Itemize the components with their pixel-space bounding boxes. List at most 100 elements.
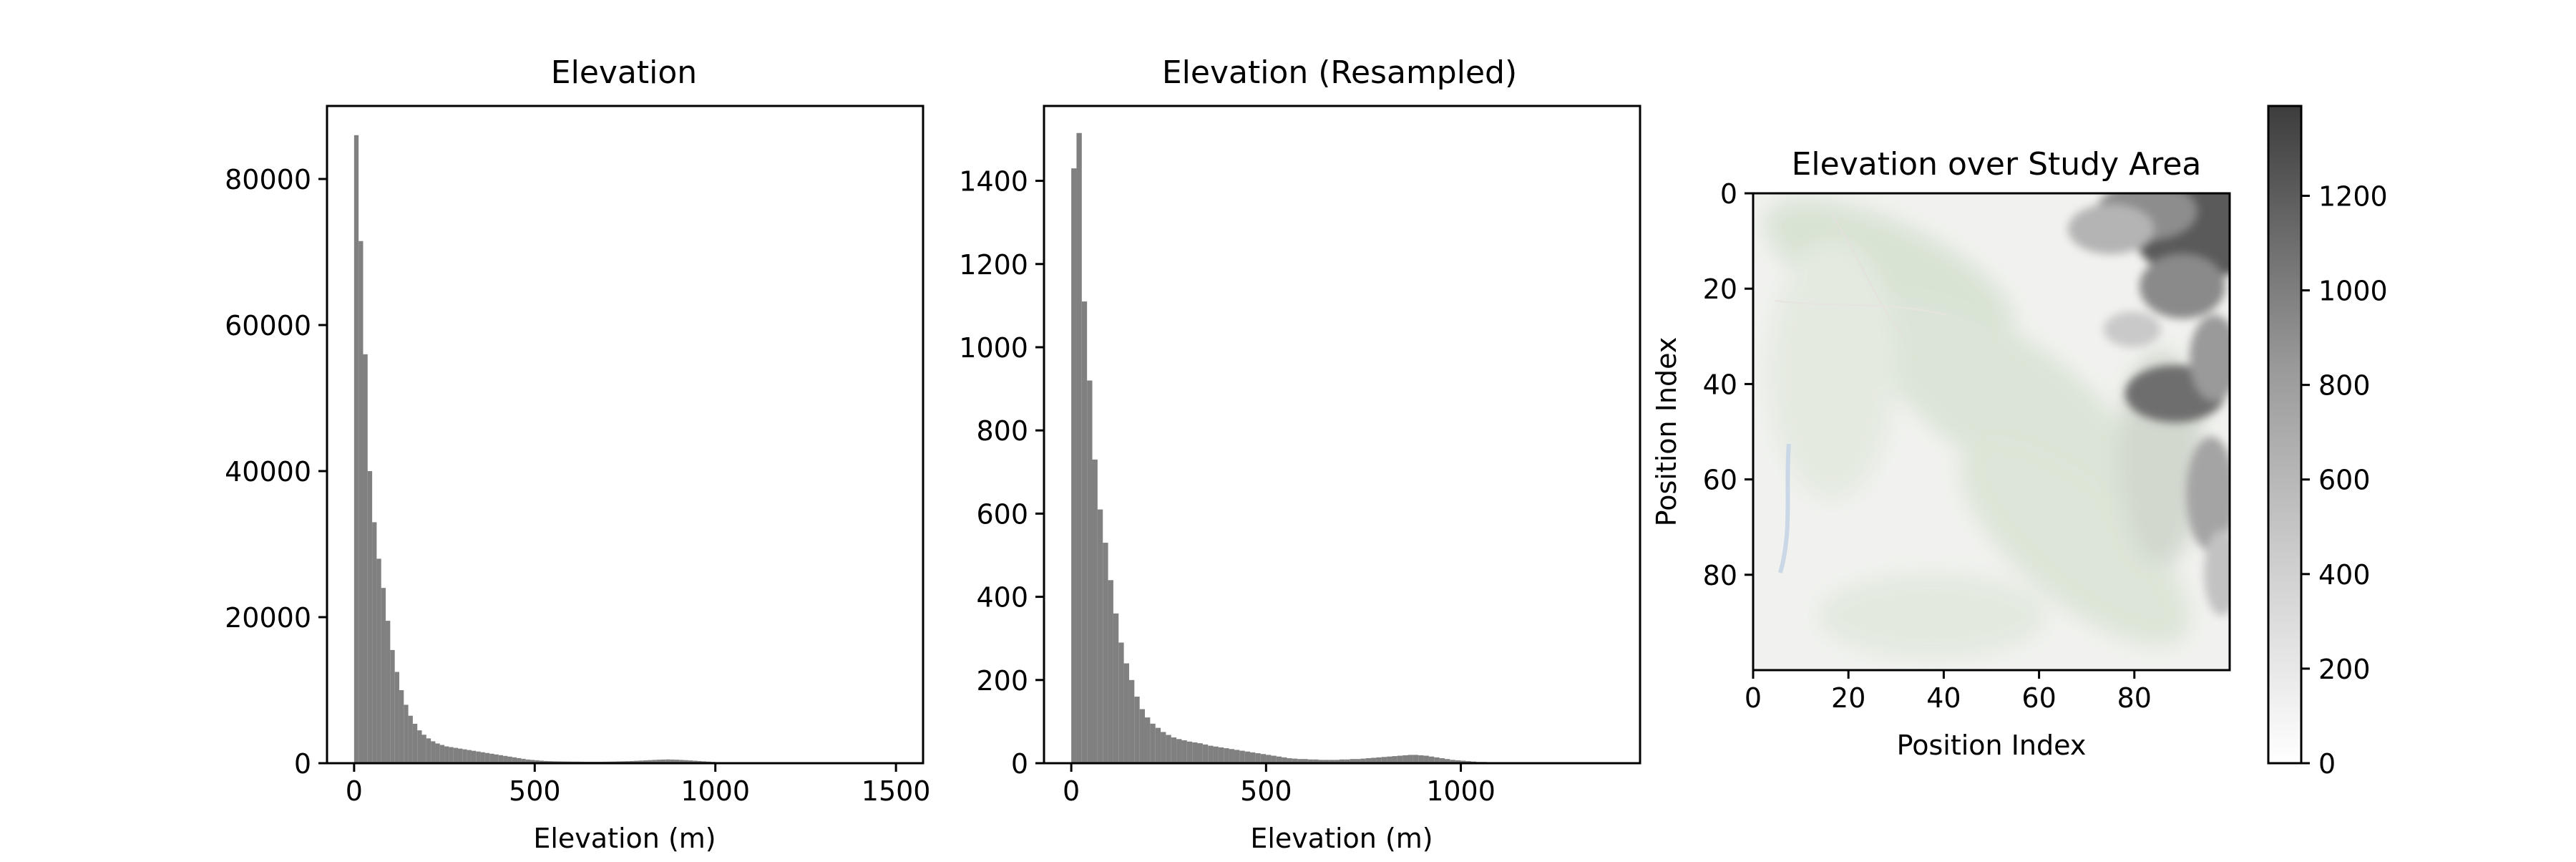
histogram-bar [1229,749,1234,763]
histogram-bar [476,752,480,763]
histogram-bar [1145,717,1150,763]
histogram-bar [368,471,372,763]
histogram-bar [1171,737,1176,763]
histogram-bar [1219,747,1224,763]
histogram-bar [1234,750,1239,763]
histogram-bar [372,522,376,763]
histogram-bar [390,650,394,763]
histogram-bar [449,747,453,763]
colorbar-tick-label: 0 [2318,748,2336,780]
plot-frame [327,106,923,763]
histogram-bar [395,672,399,764]
x-tick-label: 20 [1831,682,1865,714]
histogram-bar [1224,748,1229,763]
histogram-bar [1418,755,1423,763]
histogram-bar [1082,301,1087,763]
histogram-bar [1245,752,1250,763]
x-tick-label: 1500 [862,775,931,807]
histogram-bar [417,730,421,763]
y-axis-ticks: 0 20 40 60 80 [1703,178,1753,591]
y-tick-label: 0 [294,748,311,780]
plot-frame [1044,106,1640,763]
histogram-bar [481,752,485,763]
histogram-bar [472,751,476,763]
histogram-bar [426,738,431,763]
histogram-bar [1250,752,1255,763]
chart-title: Elevation (Resampled) [1162,54,1517,91]
x-tick-label: 500 [1240,775,1292,807]
histogram-bar [404,704,408,763]
y-tick-label: 20 [1703,273,1737,305]
histogram-bar [1093,460,1098,763]
histogram-bar [422,735,426,763]
x-tick-label: 0 [1745,682,1762,714]
histogram-bar [1397,756,1402,763]
colorbar-tick-label: 400 [2318,559,2371,591]
y-tick-label: 20000 [225,602,311,634]
histogram-bar [1208,746,1213,763]
histogram-bar [485,753,489,763]
histogram-bar [1261,754,1266,763]
y-tick-label: 0 [1011,748,1028,780]
histogram-bar [1129,680,1134,763]
x-axis-label: Elevation (m) [533,823,716,854]
histogram-bar [1181,740,1186,763]
histogram-bar [1255,753,1260,763]
histogram-bar [1103,543,1108,763]
y-tick-label: 400 [976,582,1028,614]
histogram-bar [381,588,386,763]
y-tick-label: 40 [1703,369,1737,400]
y-tick-label: 0 [1720,178,1737,210]
x-tick-label: 0 [1063,775,1080,807]
histogram-bar [435,743,439,763]
y-tick-label: 200 [976,665,1028,697]
colorbar-tick-label: 800 [2318,370,2371,402]
histogram-bar [1413,755,1418,763]
histogram-bar [358,241,363,763]
histogram-bar [1076,133,1081,763]
histogram-bar [409,716,413,763]
histogram-bar [1108,580,1113,763]
x-tick-label: 1000 [680,775,750,807]
histogram-bar [1402,755,1407,763]
x-tick-label: 500 [509,775,561,807]
histogram-bar [444,747,449,763]
y-tick-label: 60 [1703,465,1737,496]
y-tick-label: 1400 [959,166,1028,198]
histogram-bar [1166,735,1171,763]
histogram-bar [1118,643,1123,763]
colorbar-gradient [2268,106,2301,763]
histogram-bar [1271,756,1276,763]
histogram-bars [354,135,896,763]
histogram-bar [1187,742,1192,763]
histogram-bar [1424,756,1429,763]
histogram-bar [1203,745,1208,763]
y-tick-label: 800 [976,415,1028,447]
histogram-bar [376,558,381,763]
colorbar-tick-label: 600 [2318,465,2371,496]
histogram-bar [1113,614,1118,763]
histogram-bar [503,756,507,763]
colorbar-tick-label: 1200 [2318,180,2388,212]
histogram-bar [467,750,472,763]
histogram-bar [1134,697,1139,763]
histogram-bar [1140,709,1145,763]
y-tick-label: 80 [1703,560,1737,591]
histogram-bar [386,621,390,763]
histogram-bar [399,690,404,763]
colorbar-tick-label: 200 [2318,654,2371,685]
x-tick-label: 1000 [1426,775,1496,807]
histogram-bar [454,748,458,763]
x-axis-label: Position Index [1897,730,2087,761]
histogram-bar [1124,664,1129,763]
